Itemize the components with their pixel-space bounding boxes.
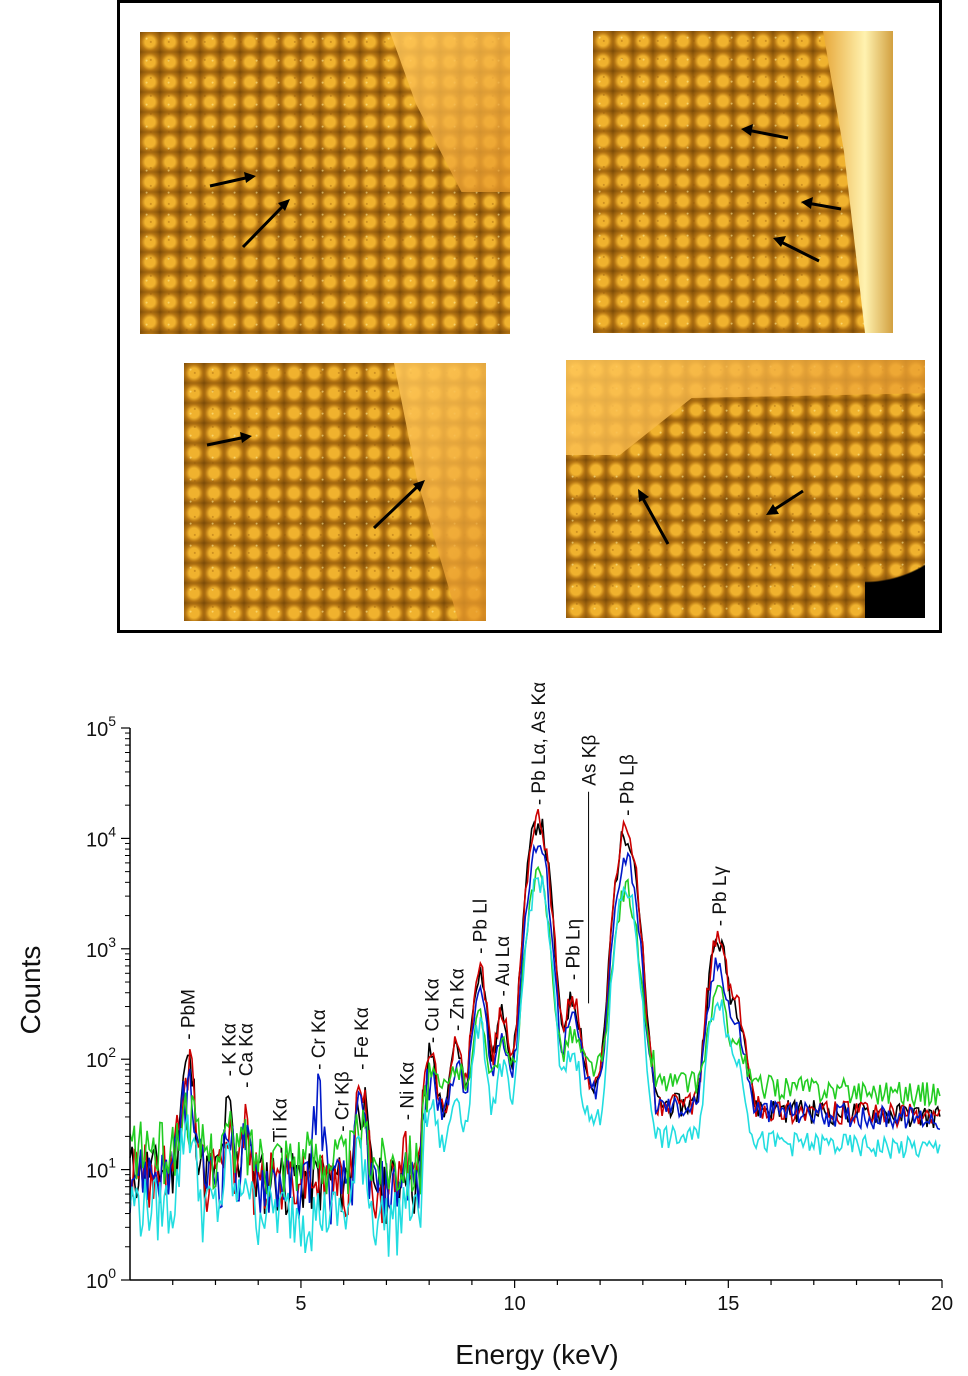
peak-label: - Au Lα	[493, 936, 514, 997]
peak-label: - K Kα	[219, 1023, 240, 1076]
y-tick-label: 105	[86, 713, 116, 741]
arrow	[206, 435, 247, 447]
series-red	[129, 808, 941, 1224]
x-tick-label: 20	[931, 1293, 953, 1315]
peak-label: - Pb Lα, As Kα	[529, 682, 550, 805]
y-axis-label: Counts	[15, 946, 46, 1035]
y-tick-label: 101	[86, 1155, 116, 1183]
photo-bottom-right	[566, 360, 925, 618]
x-tick-label: 10	[504, 1293, 526, 1315]
y-tick-label: 100	[86, 1265, 116, 1293]
arrow	[372, 483, 421, 530]
arrow	[241, 202, 287, 249]
peak-label: - Cr Kβ	[333, 1071, 354, 1132]
photo-top-left	[140, 32, 510, 334]
peak-label: - Pb Lβ	[618, 754, 639, 816]
peak-label: - Ca Kα	[236, 1023, 257, 1088]
series-cyan	[129, 875, 941, 1257]
photo-top-right	[593, 31, 893, 333]
peak-label: - Cr Kα	[309, 1009, 330, 1070]
arrow-overlay	[741, 124, 842, 263]
arrow-overlay	[206, 432, 425, 530]
arrow-overlay	[209, 172, 290, 249]
arrow	[771, 489, 804, 513]
peak-label: - Ti Kα	[271, 1098, 292, 1153]
y-tick-label: 103	[86, 934, 116, 962]
peak-label: - Zn Kα	[448, 968, 469, 1031]
peak-label: - Pb Ll	[471, 899, 492, 954]
arrow	[806, 201, 842, 211]
y-tick-label: 104	[86, 823, 116, 851]
peak-label: - Fe Kα	[352, 1007, 373, 1070]
x-axis-label: Energy (keV)	[455, 1339, 618, 1370]
x-tick-label: 5	[295, 1293, 306, 1315]
y-tick-label: 102	[86, 1044, 116, 1072]
peak-label: As Kβ	[580, 735, 601, 786]
arrow-overlay	[638, 489, 804, 545]
peak-label: - Ni Kα	[398, 1062, 419, 1121]
peak-label: - PbM	[179, 989, 200, 1040]
arrow	[639, 494, 670, 545]
arrow	[778, 239, 820, 263]
arrow	[746, 128, 789, 140]
x-tick-label: 15	[717, 1293, 739, 1315]
peak-label: - Pb Lη	[563, 919, 584, 980]
arrow	[209, 175, 251, 188]
peak-label: - Cu Kα	[422, 978, 443, 1043]
peak-label: - Pb Lγ	[710, 866, 731, 927]
series-blue	[129, 843, 941, 1227]
photo-panel	[117, 0, 942, 633]
photo-bottom-left	[184, 363, 486, 621]
series-green	[129, 865, 941, 1198]
